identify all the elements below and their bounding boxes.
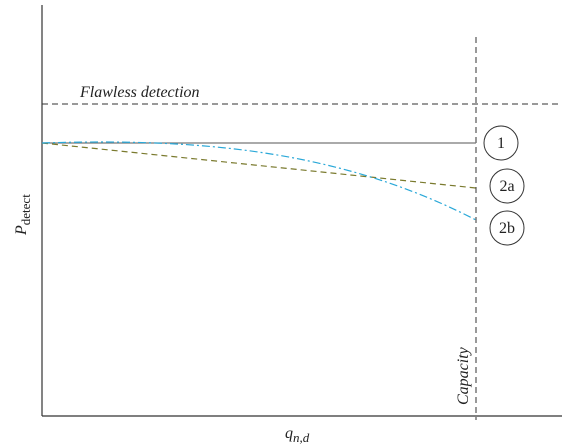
y-axis-sub: detect <box>18 194 33 225</box>
y-axis-label: Pdetect <box>13 194 33 236</box>
x-axis-main: q <box>285 425 293 442</box>
curve-2b <box>41 141 477 221</box>
y-axis-main: P <box>13 225 30 236</box>
curve-marker <box>489 168 525 204</box>
curve-marker <box>489 210 525 246</box>
curve-2a <box>41 142 477 189</box>
flawless-label: Flawless detection <box>79 84 200 101</box>
curve-marker <box>483 125 519 161</box>
x-axis-sub: n,d <box>293 430 310 445</box>
x-axis-label: qn,d <box>285 425 310 445</box>
curve-label: 2b <box>499 220 515 237</box>
capacity-label: Capacity <box>455 346 472 405</box>
curve-label: 2a <box>499 178 514 195</box>
curve-label: 1 <box>497 135 505 152</box>
